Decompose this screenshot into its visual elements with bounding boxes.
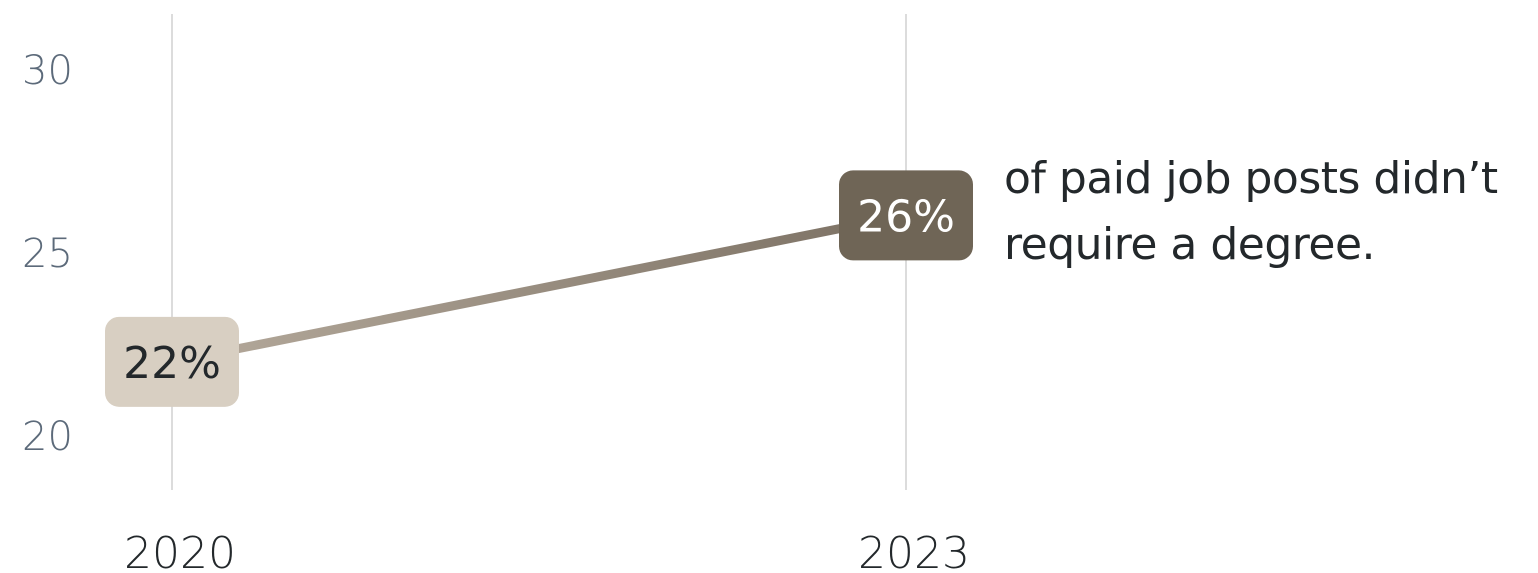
x-axis: 2020 2023 [124,528,970,573]
data-label: 22% [123,338,221,389]
annotation-line-2: require a degree. [1004,219,1376,270]
x-tick-label: 2023 [858,528,970,573]
y-tick-label: 25 [22,231,73,277]
data-labels: 22% 26% [105,170,973,407]
x-tick-label: 2020 [124,528,236,573]
series-line [167,210,911,367]
data-label-badge: 22% [105,316,239,407]
data-label-badge: 26% [839,170,973,261]
series [167,210,911,367]
data-label-badge-bg [105,316,239,407]
data-label-badge-bg [839,170,973,261]
y-tick-label: 20 [22,414,73,460]
y-axis: 20 25 30 [22,48,73,460]
y-tick-label: 30 [22,48,73,94]
gridlines [171,14,907,490]
annotation-line-1: of paid job posts didn’t [1004,153,1498,204]
chart-annotation: of paid job posts didn’t require a degre… [1004,146,1538,278]
data-label: 26% [857,191,955,242]
